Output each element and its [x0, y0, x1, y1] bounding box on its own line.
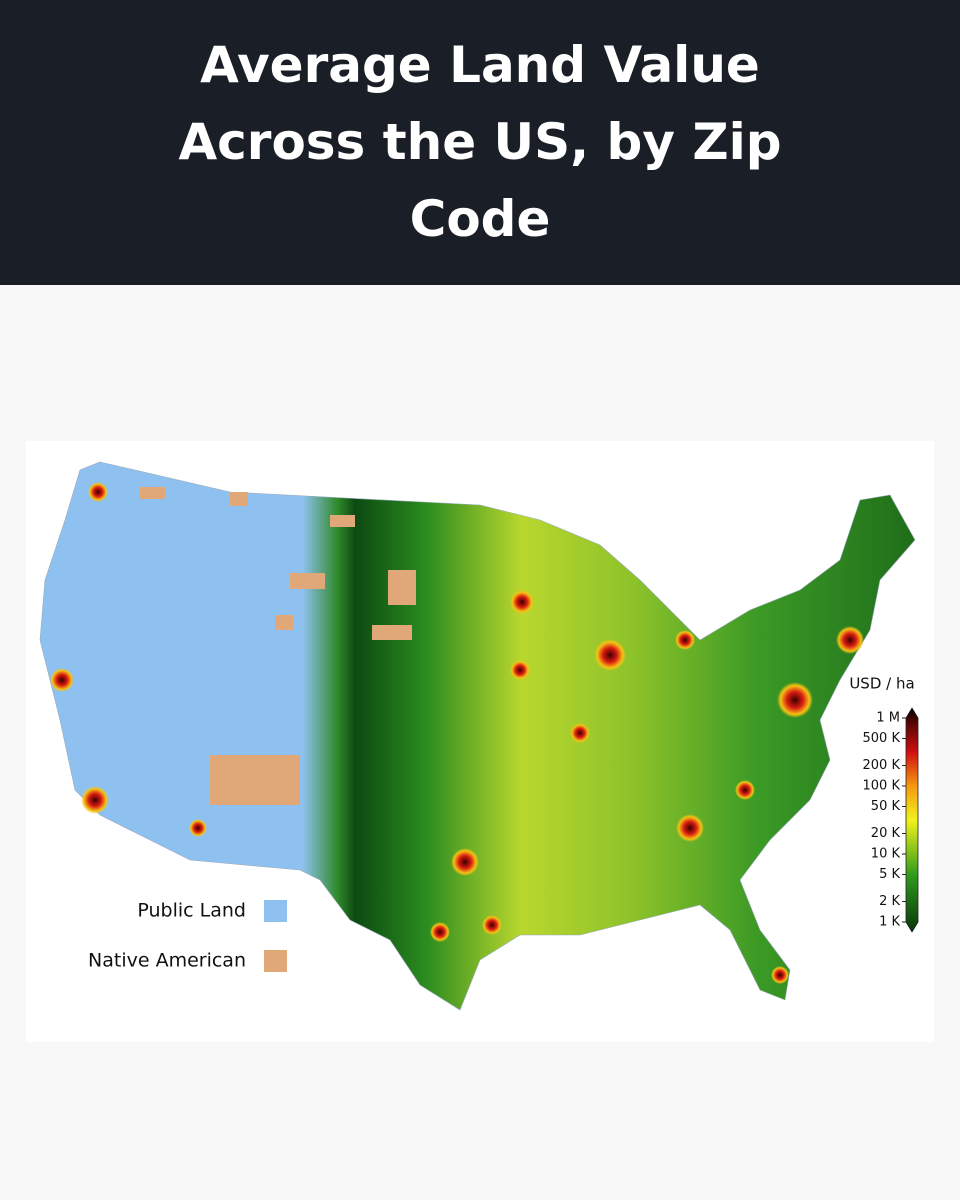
- city: [735, 780, 755, 800]
- colorbar-tick-label: 100 K: [863, 779, 901, 794]
- city: [50, 668, 74, 692]
- header: Average Land Value Across the US, by Zip…: [0, 0, 960, 285]
- map-panel: Public Land Native American USD / ha 1 M 5…: [26, 441, 934, 1042]
- colorbar-tick-label: 1 M: [876, 711, 900, 726]
- reservation: [388, 570, 416, 605]
- reservation: [330, 515, 355, 527]
- legend-swatch: [264, 900, 287, 922]
- reservation: [230, 492, 248, 506]
- reservations: [140, 487, 416, 805]
- reservation: [140, 487, 165, 499]
- city: [675, 630, 695, 650]
- reservation: [290, 573, 325, 589]
- city: [836, 626, 864, 654]
- colorbar-tick-label: 20 K: [871, 826, 901, 841]
- colorbar-tick-label: 2 K: [879, 894, 900, 909]
- city: [189, 819, 207, 837]
- city: [430, 922, 450, 942]
- city: [88, 482, 108, 502]
- legend-label: Public Land: [137, 900, 246, 922]
- colorbar-tick-label: 50 K: [871, 799, 901, 814]
- city: [482, 915, 502, 935]
- city: [570, 723, 590, 743]
- city: [676, 814, 704, 842]
- city: [771, 966, 789, 984]
- colorbar-label: USD / ha: [849, 675, 914, 693]
- city: [451, 848, 479, 876]
- city: [81, 786, 109, 814]
- cities: [50, 482, 864, 984]
- city: [594, 639, 626, 671]
- colorbar-tick-label: 10 K: [871, 847, 901, 862]
- city: [510, 660, 530, 680]
- colorbar-tick-label: 1 K: [879, 915, 900, 930]
- colorbar: USD / ha 1 M 500 K 200 K 100 K 50 K 20 K 10 K 5…: [849, 675, 919, 933]
- reservation: [372, 625, 412, 640]
- city: [510, 590, 534, 614]
- reservation: [210, 755, 300, 805]
- title: Average Land Value Across the US, by Zip…: [178, 36, 782, 248]
- legend: Public Land Native American: [88, 900, 287, 972]
- colorbar-tick-label: 200 K: [863, 758, 901, 773]
- legend-label: Native American: [88, 950, 246, 972]
- colorbar-tick-label: 500 K: [863, 731, 901, 746]
- reservation: [275, 615, 293, 630]
- city: [777, 682, 813, 718]
- colorbar-ramp: [905, 707, 919, 933]
- legend-swatch: [264, 950, 287, 972]
- us-land: [39, 461, 916, 1011]
- colorbar-tick-label: 5 K: [879, 867, 900, 882]
